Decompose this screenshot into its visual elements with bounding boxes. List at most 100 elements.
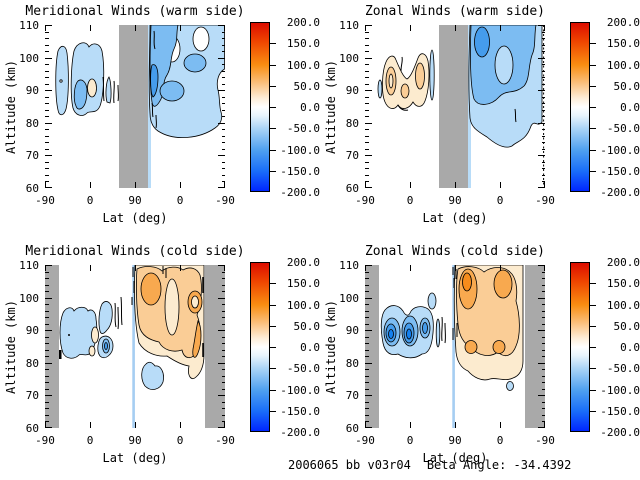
- colorbar-tick: [590, 85, 596, 87]
- y-axis-label: Altitude (km): [324, 59, 338, 154]
- plot-area-meridional-cold: [45, 265, 225, 428]
- y-tick-label: 100: [19, 51, 39, 65]
- x-tick-label: -90: [535, 434, 555, 447]
- no-data-band: [119, 25, 148, 188]
- y-axis-label: Altitude (km): [324, 299, 338, 394]
- colorbar-tick: [270, 368, 276, 370]
- colorbar-tick: [270, 389, 276, 391]
- colorbar-tick: [590, 368, 596, 370]
- y-tick-label: 70: [345, 389, 359, 403]
- x-tick-label: -90: [35, 194, 55, 207]
- x-tick-label: 90: [128, 434, 142, 447]
- y-tick-label: 70: [25, 389, 39, 403]
- colorbar-tick-label: 50.0: [293, 79, 321, 93]
- panel-title: Meridional Winds (cold side): [25, 244, 245, 259]
- colorbar-tick: [590, 325, 596, 327]
- colorbar-tick-label: -200.0: [280, 426, 320, 439]
- x-tick-label: -90: [535, 194, 555, 207]
- y-tick-label: 90: [25, 84, 39, 98]
- y-tick-label: 90: [345, 84, 359, 98]
- x-tick-label: -90: [215, 194, 235, 207]
- y-tick-label: 110: [19, 19, 39, 32]
- colorbar-tick-label: -150.0: [600, 164, 640, 178]
- colorbar-zonal-cold: 200.0 150.0 100.0 50.0 0.0 -50.0 -100.0 -150.0 -…: [570, 256, 640, 439]
- colorbar-tick-label: 100.0: [606, 298, 640, 312]
- colorbar-tick-label: 200.0: [286, 16, 320, 29]
- x-tick-label: 90: [448, 194, 462, 207]
- panel-meridional-warm: Meridional Winds (warm side): [4, 4, 245, 225]
- colorbar-tick-label: 0.0: [620, 341, 640, 354]
- colorbar-tick: [590, 170, 596, 172]
- colorbar-meridional-warm: 200.0 150.0 100.0 50.0 0.0 -50.0 -100.0 -150.0 -…: [250, 16, 322, 199]
- x-tick-label: 90: [448, 434, 462, 447]
- y-tick-label: 100: [339, 291, 359, 305]
- colorbar-gradient: [250, 22, 270, 192]
- no-data-band: [365, 265, 379, 428]
- x-tick-label: -90: [355, 194, 375, 207]
- contour-plot-meridional-cold: [45, 265, 225, 428]
- colorbar-tick: [590, 410, 596, 412]
- x-tick-label: -90: [355, 434, 375, 447]
- y-tick-label: 60: [25, 182, 39, 195]
- panel-zonal-cold: Zonal Winds (cold side): [324, 244, 555, 465]
- colorbar-tick: [270, 410, 276, 412]
- colorbar-tick: [270, 43, 276, 45]
- colorbar-tick-label: -100.0: [600, 143, 640, 157]
- x-tick-label: 0: [406, 194, 414, 207]
- panel-zonal-warm: Zonal Winds (warm side): [324, 4, 555, 225]
- y-tick-label: 60: [345, 422, 359, 435]
- colorbar-zonal-warm: 200.0 150.0 100.0 50.0 0.0 -50.0 -100.0 -150.0 -…: [570, 16, 640, 199]
- plot-area-zonal-warm: [365, 25, 545, 188]
- colorbar-tick: [590, 347, 596, 348]
- y-tick-label: 100: [339, 51, 359, 65]
- colorbar-gradient: [250, 262, 270, 432]
- x-tick-label: 0: [496, 434, 504, 447]
- x-tick-label: -90: [35, 434, 55, 447]
- colorbar-tick-label: 50.0: [613, 319, 640, 333]
- colorbar-tick-label: 100.0: [286, 298, 320, 312]
- colorbar-tick: [590, 43, 596, 45]
- colorbar-tick: [590, 389, 596, 391]
- y-tick-label: 80: [345, 356, 359, 370]
- colorbar-tick-label: -50.0: [606, 362, 640, 376]
- x-tick-label: -90: [215, 434, 235, 447]
- colorbar-tick-label: 0.0: [300, 341, 320, 354]
- y-tick-label: 110: [19, 259, 39, 272]
- plot-area-zonal-cold: [365, 265, 545, 428]
- colorbar-tick-label: -200.0: [280, 186, 320, 199]
- colorbar-tick-label: -200.0: [600, 186, 640, 199]
- y-tick-label: 70: [25, 149, 39, 163]
- no-data-band: [525, 265, 545, 428]
- y-tick-label: 80: [345, 116, 359, 130]
- colorbar-tick: [590, 304, 596, 306]
- panel-title: Meridional Winds (warm side): [25, 4, 245, 19]
- colorbar-tick: [270, 85, 276, 87]
- colorbar-tick-label: 100.0: [606, 58, 640, 72]
- x-tick-label: 0: [176, 194, 184, 207]
- colorbar-tick: [590, 107, 596, 108]
- beta-angle: Beta Angle: -34.4392: [426, 458, 572, 472]
- colorbar-tick-label: 50.0: [613, 79, 640, 93]
- colorbar-tick-label: -150.0: [280, 404, 320, 418]
- colorbar-tick: [270, 107, 276, 108]
- contour-plot-zonal-cold: [365, 265, 545, 428]
- no-data-band: [205, 265, 225, 428]
- colorbar-tick-label: 0.0: [620, 101, 640, 114]
- panel-title: Zonal Winds (warm side): [364, 4, 545, 19]
- x-tick-label: 0: [176, 434, 184, 447]
- y-axis-label: Altitude (km): [4, 59, 18, 154]
- colorbar-meridional-cold: 200.0 150.0 100.0 50.0 0.0 -50.0 -100.0 -150.0 -…: [250, 256, 322, 439]
- colorbar-tick-label: 50.0: [293, 319, 321, 333]
- y-tick-label: 90: [345, 324, 359, 338]
- colorbar-tick-label: 150.0: [286, 37, 320, 51]
- x-axis-label: Lat (deg): [102, 211, 168, 225]
- colorbar-tick: [270, 128, 276, 130]
- colorbar-tick-label: 200.0: [606, 256, 640, 269]
- colorbar-tick: [270, 64, 276, 66]
- colorbar-tick-label: -100.0: [600, 383, 640, 397]
- colorbar-tick: [270, 304, 276, 306]
- colorbar-tick-label: 200.0: [286, 256, 320, 269]
- colorbar-tick-label: 150.0: [606, 277, 640, 291]
- contour-plot-zonal-warm: [365, 25, 545, 188]
